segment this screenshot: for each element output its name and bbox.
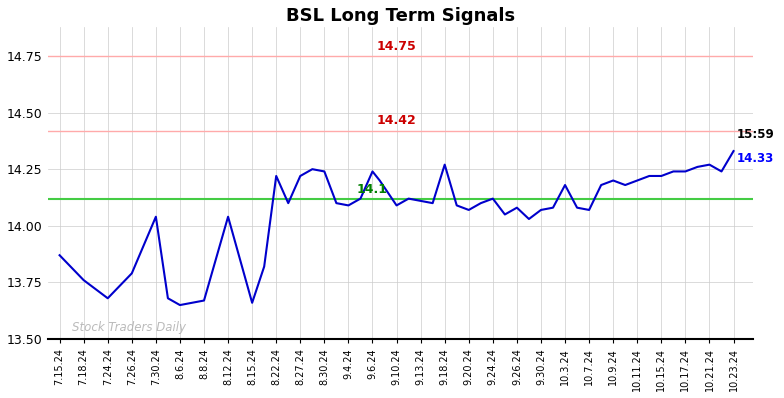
Text: 14.42: 14.42 [376,114,416,127]
Text: 14.75: 14.75 [376,39,416,53]
Title: BSL Long Term Signals: BSL Long Term Signals [285,7,515,25]
Text: 14.33: 14.33 [737,152,775,165]
Text: 15:59: 15:59 [737,128,775,141]
Text: Stock Traders Daily: Stock Traders Daily [71,322,186,334]
Text: 14.1: 14.1 [357,183,388,196]
